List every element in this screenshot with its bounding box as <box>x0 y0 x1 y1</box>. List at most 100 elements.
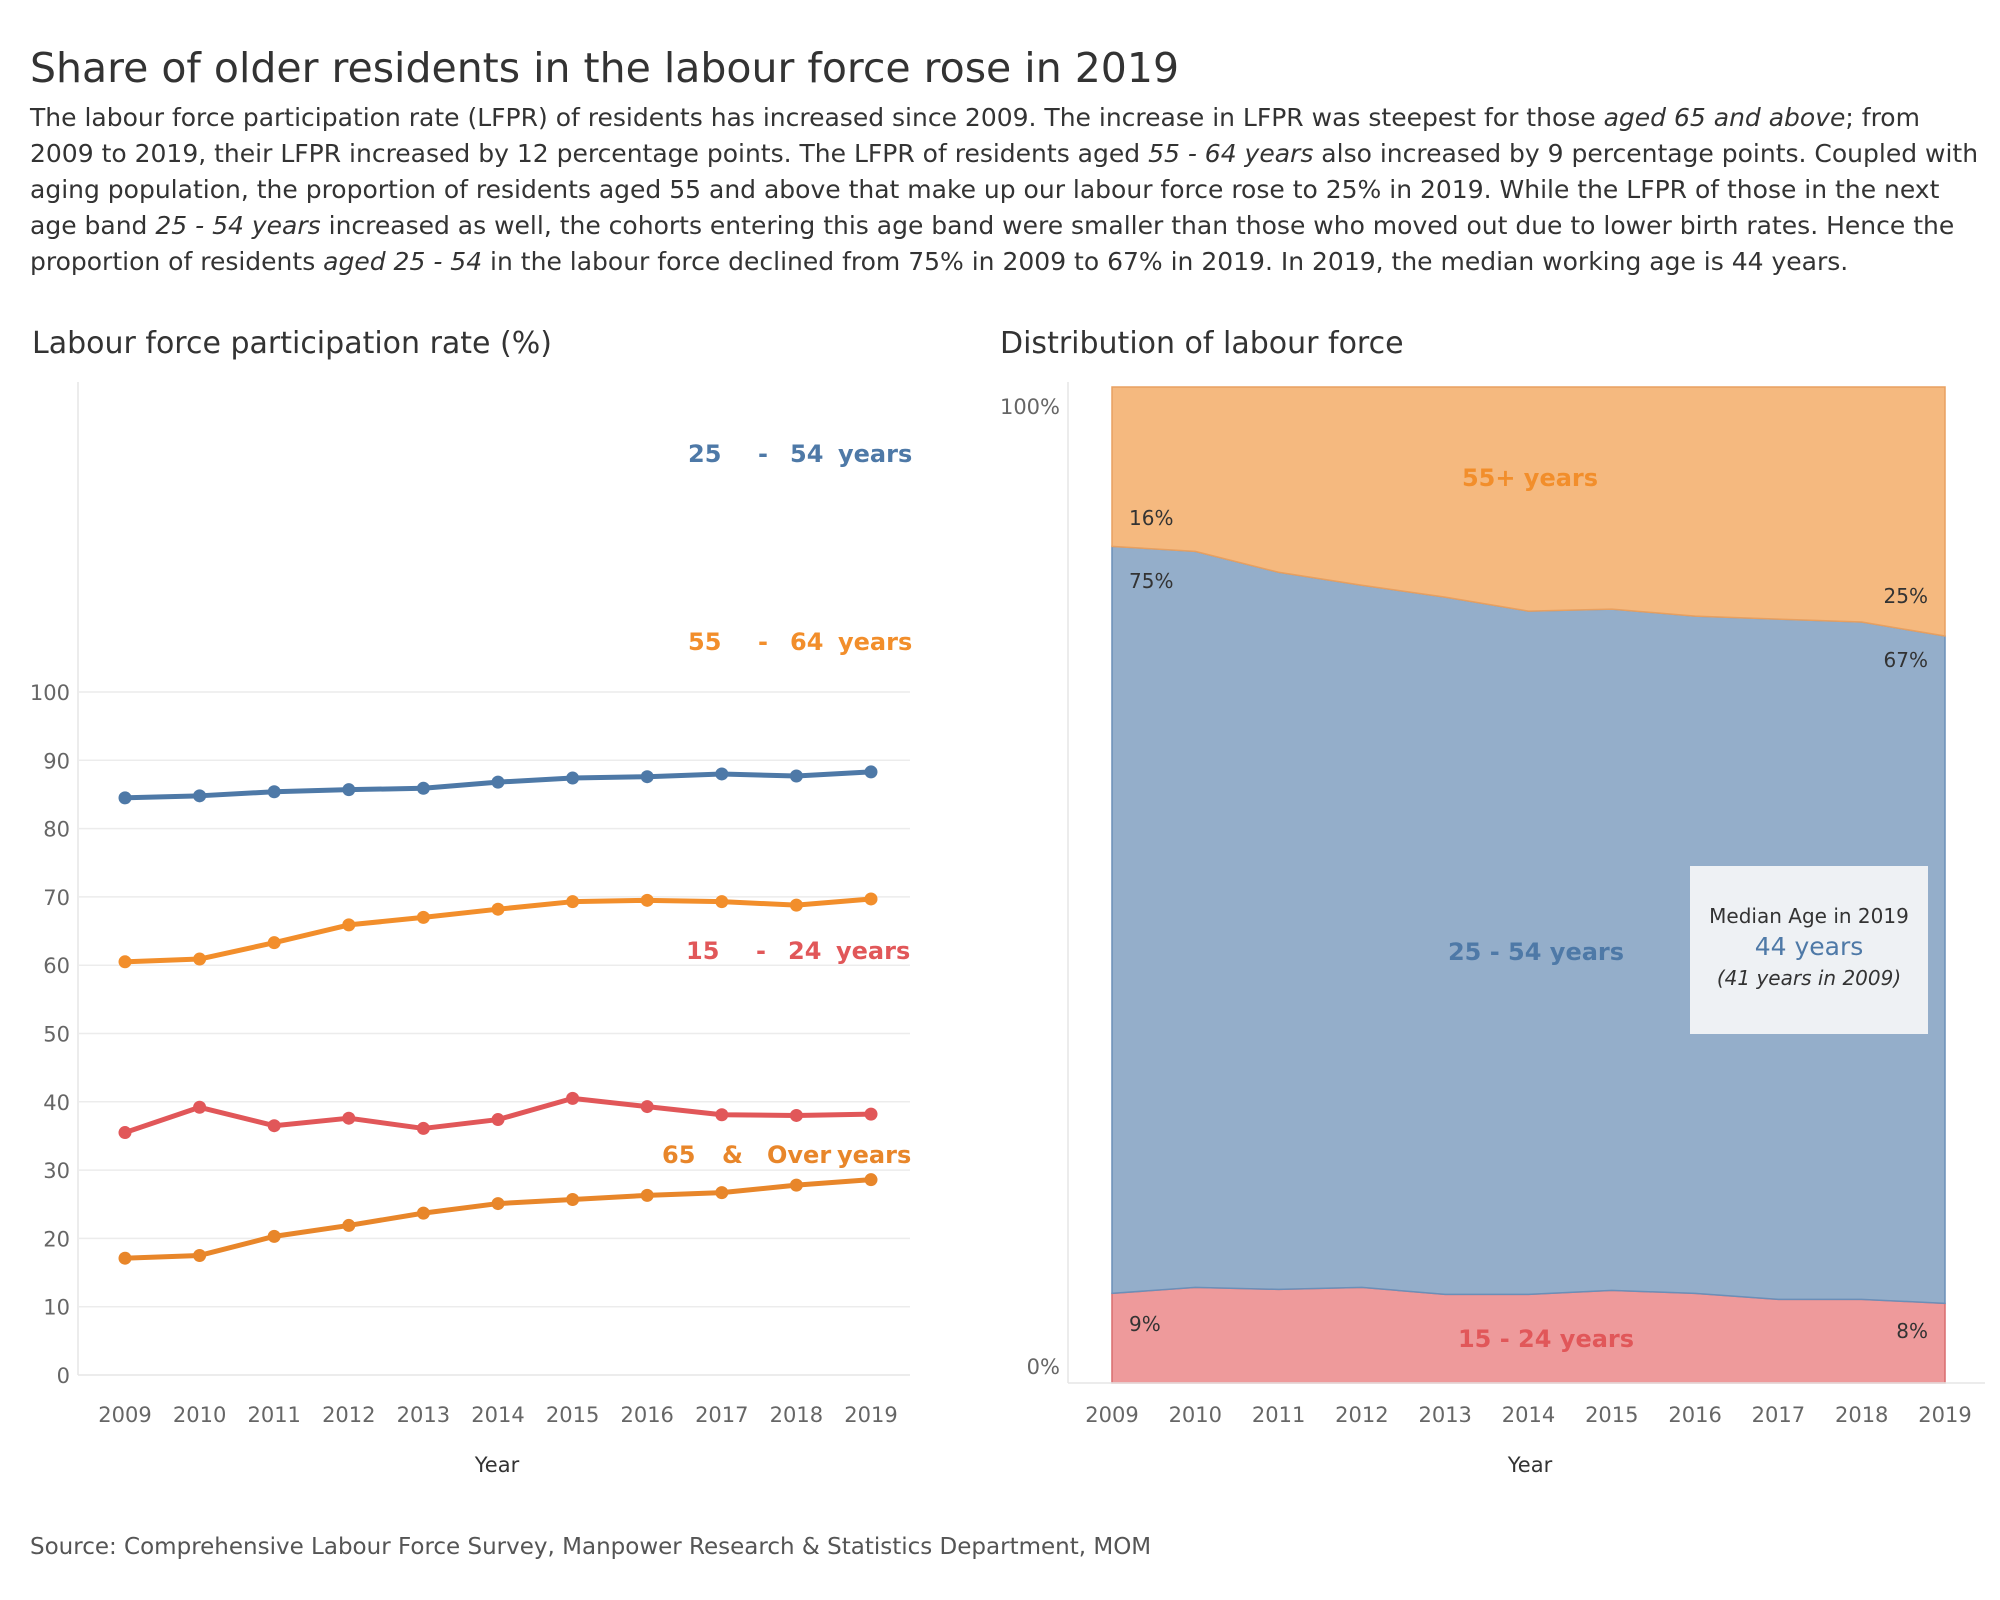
lfpr-x-tick-label: 2012 <box>322 1403 375 1427</box>
lfpr-gridlines <box>77 382 910 1376</box>
lfpr-data-point <box>193 1100 207 1114</box>
lfpr-series-label: 25 -54 years <box>688 440 912 468</box>
lfpr-data-point <box>267 1119 281 1133</box>
description-segment: ; from 2009 to 2019, their LFPR increase… <box>30 103 1920 168</box>
lfpr-data-point <box>789 769 803 783</box>
lfpr-x-tick-label: 2010 <box>173 1403 226 1427</box>
distribution-chart-title: Distribution of labour force <box>1000 326 1404 361</box>
distribution-x-tick-label: 2017 <box>1752 1403 1805 1427</box>
description-segment: in the labour force declined from 75% in… <box>482 247 1849 276</box>
lfpr-data-point <box>864 765 878 779</box>
lfpr-data-point <box>416 910 430 924</box>
distribution-x-tick-label: 2018 <box>1835 1403 1888 1427</box>
lfpr-x-tick-label: 2013 <box>397 1403 450 1427</box>
description-segment: The labour force participation rate (LFP… <box>30 103 1604 132</box>
lfpr-series-2 <box>118 1091 878 1140</box>
lfpr-data-point <box>640 770 654 784</box>
lfpr-y-tick-label: 70 <box>43 886 70 910</box>
distribution-y-tick-label: 100% <box>1000 395 1060 419</box>
distribution-area-chart: 100% 0% 2009 2010 2011 2012 2013 2014 2015 2016 20… <box>1000 382 1985 1477</box>
lfpr-y-tick-label: 100 <box>30 681 70 705</box>
distribution-x-tick-label: 2016 <box>1668 1403 1721 1427</box>
lfpr-series-label-part: - <box>756 937 766 965</box>
lfpr-x-ticks: 2009 2010 2011 2012 2013 2014 2015 2016 2017 2018… <box>98 1403 897 1427</box>
lfpr-x-tick-label: 2011 <box>247 1403 300 1427</box>
median-age-title: Median Age in 2019 <box>1709 904 1909 928</box>
lfpr-data-point <box>193 789 207 803</box>
lfpr-data-point <box>715 1186 729 1200</box>
lfpr-data-point <box>640 1100 654 1114</box>
lfpr-y-tick-label: 60 <box>43 954 70 978</box>
lfpr-data-point <box>267 936 281 950</box>
lfpr-series-label-part: - <box>758 628 768 656</box>
lfpr-x-axis-title: Year <box>474 1453 520 1477</box>
lfpr-data-point <box>491 1197 505 1211</box>
lfpr-data-point <box>640 1188 654 1202</box>
distribution-x-tick-label: 2013 <box>1418 1403 1471 1427</box>
lfpr-data-point <box>342 1111 356 1125</box>
distribution-percent-label: 8% <box>1896 1319 1928 1343</box>
lfpr-series-label-part: 24 <box>788 937 821 965</box>
lfpr-data-point <box>118 791 132 805</box>
lfpr-y-tick-label: 80 <box>43 818 70 842</box>
lfpr-data-point <box>789 898 803 912</box>
lfpr-y-tick-label: 50 <box>43 1023 70 1047</box>
distribution-area-2 <box>1111 386 1946 637</box>
lfpr-data-point <box>267 1229 281 1243</box>
distribution-y-tick-label: 0% <box>1027 1355 1060 1379</box>
distribution-x-tick-label: 2014 <box>1502 1403 1555 1427</box>
lfpr-x-tick-label: 2016 <box>620 1403 673 1427</box>
lfpr-x-tick-label: 2018 <box>770 1403 823 1427</box>
area-label-55plus: 55+ years <box>1462 464 1598 492</box>
distribution-x-tick-label: 2012 <box>1335 1403 1388 1427</box>
lfpr-data-point <box>864 1107 878 1121</box>
lfpr-data-point <box>118 1251 132 1265</box>
lfpr-data-point <box>491 1113 505 1127</box>
lfpr-data-point <box>118 1126 132 1140</box>
lfpr-data-point <box>416 1206 430 1220</box>
lfpr-data-point <box>864 892 878 906</box>
lfpr-series-label: 65 & Over years <box>662 1141 911 1169</box>
description-segment: also increased by 9 percentage points. C… <box>30 139 1979 240</box>
distribution-x-tick-label: 2010 <box>1169 1403 1222 1427</box>
median-age-note: (41 years in 2009) <box>1716 966 1902 990</box>
distribution-x-tick-label: 2011 <box>1252 1403 1305 1427</box>
lfpr-chart-title: Labour force participation rate (%) <box>32 326 552 361</box>
lfpr-series-label: 55 -64 years <box>688 628 912 656</box>
lfpr-series-label-part: 55 <box>688 628 721 656</box>
distribution-x-tick-label: 2015 <box>1585 1403 1638 1427</box>
lfpr-y-tick-label: 10 <box>43 1296 70 1320</box>
lfpr-y-tick-label: 30 <box>43 1159 70 1183</box>
lfpr-series-label-part: 25 <box>688 440 721 468</box>
lfpr-data-point <box>416 1121 430 1135</box>
description-segment: 25 - 54 years <box>155 211 321 240</box>
lfpr-data-point <box>715 895 729 909</box>
lfpr-series-1 <box>118 892 878 969</box>
lfpr-data-point <box>566 1192 580 1206</box>
area-label-25-54: 25 - 54 years <box>1448 938 1624 966</box>
lfpr-series-label-part: years <box>836 937 910 965</box>
distribution-areas <box>1111 386 1946 1384</box>
lfpr-y-ticks: 0 10 20 30 40 50 60 70 80 90 100 <box>30 681 70 1388</box>
lfpr-x-tick-label: 2009 <box>98 1403 151 1427</box>
median-age-box: Median Age in 2019 44 years (41 years in… <box>1690 866 1928 1034</box>
distribution-x-tick-label: 2019 <box>1918 1403 1971 1427</box>
lfpr-series-0 <box>118 765 878 805</box>
lfpr-x-tick-label: 2019 <box>844 1403 897 1427</box>
lfpr-data-point <box>640 893 654 907</box>
lfpr-series-label-part: - <box>758 440 768 468</box>
source-note: Source: Comprehensive Labour Force Surve… <box>30 1534 1152 1560</box>
distribution-x-axis-title: Year <box>1507 1453 1553 1477</box>
lfpr-data-point <box>566 771 580 785</box>
lfpr-data-point <box>342 783 356 797</box>
lfpr-series-label-part: Over <box>767 1141 831 1169</box>
lfpr-series-3 <box>118 1173 878 1265</box>
lfpr-data-point <box>118 955 132 969</box>
lfpr-data-point <box>491 902 505 916</box>
description-segment: increased as well, the cohorts entering … <box>30 211 1955 276</box>
distribution-percent-label: 25% <box>1884 584 1928 608</box>
page-title: Share of older residents in the labour f… <box>30 44 1180 92</box>
lfpr-series-label-part: 54 <box>790 440 823 468</box>
lfpr-series-label-part: 15 <box>686 937 719 965</box>
lfpr-data-point <box>789 1108 803 1122</box>
